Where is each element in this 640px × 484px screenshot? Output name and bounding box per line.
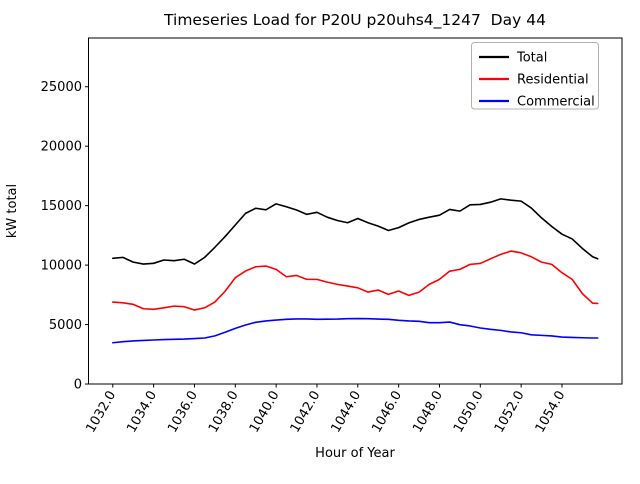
x-tick-label: 1044.0	[329, 389, 365, 436]
x-tick-label: 1050.0	[451, 389, 487, 436]
x-tick-label: 1042.0	[288, 389, 324, 436]
y-axis-label: kW total	[5, 184, 20, 238]
x-tick-label: 1046.0	[369, 389, 405, 436]
chart-title: Timeseries Load for P20U p20uhs4_1247 Da…	[163, 11, 546, 30]
legend-label: Commercial	[517, 95, 595, 110]
axes-spines	[88, 37, 623, 385]
legend-box	[471, 42, 599, 110]
x-tick-label: 1040.0	[247, 389, 283, 436]
y-tick-label: 15000	[41, 199, 82, 214]
legend: Total Residential Commercial	[471, 42, 599, 110]
series-line-residential	[112, 250, 599, 311]
x-tick-label: 1032.0	[84, 389, 120, 436]
y-tick-label: 5000	[49, 318, 82, 333]
legend-label: Residential	[517, 73, 589, 88]
x-tick-label: 1034.0	[124, 389, 160, 436]
series-line-total	[112, 198, 599, 265]
x-axis-label: Hour of Year	[315, 446, 395, 461]
y-tick-label: 10000	[41, 259, 82, 274]
x-tick-label: 1052.0	[492, 389, 528, 436]
y-tick-label: 0	[74, 378, 82, 393]
y-tick-label: 20000	[41, 140, 82, 155]
series-line-commercial	[112, 317, 599, 344]
x-tick-label: 1036.0	[165, 389, 201, 436]
legend-label: Total	[516, 51, 547, 66]
x-tick-label: 1038.0	[206, 389, 242, 436]
x-tick-label: 1048.0	[410, 389, 446, 436]
x-tick-label: 1054.0	[533, 389, 569, 436]
y-tick-label: 25000	[41, 80, 82, 95]
